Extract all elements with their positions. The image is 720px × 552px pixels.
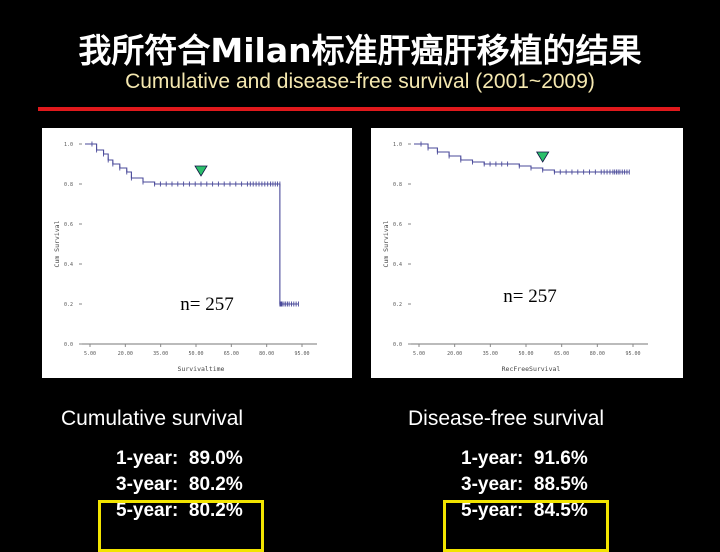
y-axis-title: Cum Survival — [382, 220, 390, 267]
x-axis-title: Survivaltime — [178, 365, 225, 373]
y-tick-label: 1.0 — [64, 142, 73, 148]
chart-panel-cumulative: 0.0 0.2 0.4 0.6 0.8 1.0 5.00 20.00 35.00 50.00 65.… — [42, 128, 352, 378]
sample-size-label: n= 257 — [180, 294, 233, 315]
x-tick-label: 35.00 — [153, 351, 168, 357]
y-tick-label: 0.6 — [393, 222, 402, 228]
survival-curve — [85, 143, 299, 305]
y-tick-label: 0.2 — [393, 302, 402, 308]
y-tick-label: 0.8 — [64, 182, 73, 188]
caption-disease-free: Disease-free survival — [408, 407, 605, 430]
y-tick-label: 0.0 — [64, 342, 73, 348]
y-tick-label: 0.8 — [393, 182, 402, 188]
stat-1-year: 1-year: 89.0% — [116, 448, 243, 469]
y-tick-label: 1.0 — [393, 142, 402, 148]
x-tick-label: 65.00 — [554, 351, 569, 357]
chart-panel-disease-free: 0.0 0.2 0.4 0.6 0.8 1.0 5.00 20.00 35.00 50.00 65.… — [371, 128, 683, 378]
x-tick-label: 20.00 — [118, 351, 133, 357]
stat-3-year: 3-year: 88.5% — [461, 474, 588, 495]
y-tick-label: 0.4 — [393, 262, 402, 268]
y-tick-label: 0.2 — [64, 302, 73, 308]
x-tick-label: 80.00 — [590, 351, 605, 357]
x-tick-label: 95.00 — [294, 351, 309, 357]
slide-subtitle: Cumulative and disease-free survival (20… — [125, 70, 595, 93]
stats-cumulative: 1-year: 89.0% 3-year: 80.2% 5-year: 80.2… — [116, 446, 243, 524]
highlight-box-cumulative-5yr — [98, 500, 264, 552]
stats-disease-free: 1-year: 91.6% 3-year: 88.5% 5-year: 84.5… — [461, 446, 588, 524]
marker-triangle — [194, 165, 208, 177]
y-tick-label: 0.0 — [393, 342, 402, 348]
x-tick-label: 95.00 — [625, 351, 640, 357]
stat-5-year: 5-year: 84.5% — [461, 500, 588, 521]
slide-title: 我所符合Milan标准肝癌肝移植的结果 — [78, 31, 642, 70]
x-tick-label: 5.00 — [84, 351, 96, 357]
sample-size-label: n= 257 — [503, 286, 556, 307]
stat-5-year: 5-year: 80.2% — [116, 500, 243, 521]
chart-cumulative-survival: 0.0 0.2 0.4 0.6 0.8 1.0 5.00 20.00 35.00 50.00 65.… — [53, 141, 317, 373]
x-tick-label: 50.00 — [188, 351, 203, 357]
stat-1-year: 1-year: 91.6% — [461, 448, 588, 469]
y-tick-label: 0.6 — [64, 222, 73, 228]
x-tick-label: 20.00 — [447, 351, 462, 357]
x-tick-label: 65.00 — [224, 351, 239, 357]
caption-cumulative: Cumulative survival — [61, 407, 244, 430]
x-tick-label: 50.00 — [518, 351, 533, 357]
y-axis-title: Cum Survival — [53, 220, 61, 267]
x-axis-title: RecFreeSurvival — [502, 365, 561, 373]
x-tick-label: 35.00 — [483, 351, 498, 357]
stat-3-year: 3-year: 80.2% — [116, 474, 243, 495]
y-tick-label: 0.4 — [64, 262, 73, 268]
survival-curve — [414, 143, 630, 173]
chart-disease-free-survival: 0.0 0.2 0.4 0.6 0.8 1.0 5.00 20.00 35.00 50.00 65.… — [382, 141, 648, 373]
marker-triangle — [535, 151, 550, 163]
x-tick-label: 5.00 — [413, 351, 425, 357]
highlight-box-disease-free-5yr — [443, 500, 609, 552]
title-divider — [38, 107, 680, 111]
x-tick-label: 80.00 — [259, 351, 274, 357]
